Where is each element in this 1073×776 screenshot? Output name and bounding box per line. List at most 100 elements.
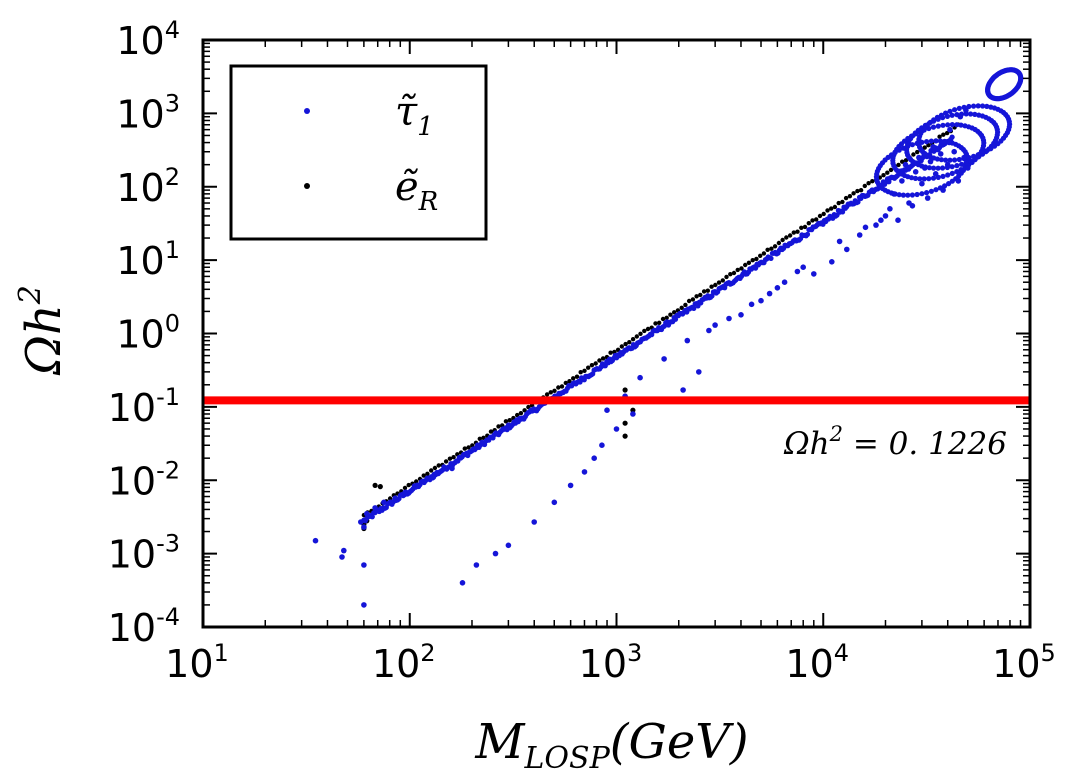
data-point xyxy=(952,157,958,163)
data-point xyxy=(731,270,737,276)
data-point xyxy=(784,235,789,240)
data-point xyxy=(984,103,990,109)
data-point xyxy=(548,390,553,395)
data-point xyxy=(811,271,817,277)
data-point xyxy=(891,191,897,197)
data-point xyxy=(706,327,712,334)
data-point xyxy=(462,446,467,451)
data-point xyxy=(946,181,952,187)
data-point xyxy=(947,157,953,163)
data-point xyxy=(825,208,830,213)
data-point xyxy=(473,562,480,568)
data-point xyxy=(938,157,945,163)
data-point xyxy=(924,195,931,201)
data-point xyxy=(984,148,990,154)
legend-label: ẽR xyxy=(395,164,438,217)
data-point xyxy=(488,429,494,434)
data-point xyxy=(980,143,987,149)
data-point xyxy=(896,192,902,198)
data-point xyxy=(728,272,733,277)
data-point xyxy=(696,369,702,375)
data-point xyxy=(882,213,889,219)
data-point xyxy=(567,482,574,489)
data-point xyxy=(961,154,967,161)
data-point xyxy=(802,224,808,230)
data-point xyxy=(928,188,935,194)
data-point xyxy=(761,251,767,256)
data-point xyxy=(963,107,969,114)
data-point xyxy=(392,495,399,502)
data-point xyxy=(829,206,834,211)
data-point xyxy=(372,505,378,511)
data-point xyxy=(814,217,819,222)
data-point xyxy=(593,361,598,366)
data-point xyxy=(622,433,628,439)
data-point xyxy=(574,374,580,379)
data-point xyxy=(415,483,422,490)
data-point xyxy=(657,320,662,325)
data-point xyxy=(503,419,509,424)
data-point xyxy=(862,183,867,189)
y-tick-label: 101 xyxy=(116,236,180,283)
data-point xyxy=(832,204,838,210)
legend-box xyxy=(229,64,488,241)
data-point xyxy=(895,217,901,223)
data-point xyxy=(449,465,455,472)
data-point xyxy=(956,156,962,163)
data-point xyxy=(567,379,572,384)
data-point xyxy=(944,161,951,168)
x-tick-label: 104 xyxy=(785,639,849,686)
data-point xyxy=(924,190,930,196)
data-point xyxy=(919,191,925,197)
data-point xyxy=(459,580,466,586)
data-point xyxy=(795,229,800,234)
data-point xyxy=(957,113,964,120)
data-point xyxy=(821,211,826,217)
data-point xyxy=(930,175,937,181)
data-point xyxy=(739,266,744,271)
data-point xyxy=(878,217,884,223)
data-point xyxy=(949,134,955,140)
data-point xyxy=(769,246,774,251)
data-point xyxy=(954,169,960,175)
data-point xyxy=(940,165,946,171)
data-point xyxy=(608,350,613,355)
data-point xyxy=(949,170,955,176)
data-point xyxy=(935,123,941,129)
data-point xyxy=(743,262,748,268)
data-point xyxy=(720,278,725,283)
data-point xyxy=(931,165,937,171)
data-point xyxy=(843,195,849,201)
series-tau-1 xyxy=(312,67,1024,608)
data-point xyxy=(698,292,703,298)
x-tick-label: 103 xyxy=(579,639,643,686)
data-point xyxy=(597,358,602,363)
x-tick-label: 101 xyxy=(165,639,229,686)
data-point xyxy=(855,199,861,205)
data-point xyxy=(935,165,941,171)
data-point xyxy=(951,148,957,155)
y-tick-label: 103 xyxy=(116,89,180,136)
data-point xyxy=(364,510,370,517)
data-point xyxy=(429,468,434,473)
data-point xyxy=(664,315,669,320)
data-point xyxy=(556,385,561,390)
data-point xyxy=(926,165,933,171)
data-point xyxy=(921,176,927,182)
data-point xyxy=(906,200,912,206)
data-point xyxy=(582,368,587,373)
data-point xyxy=(917,176,923,182)
data-point xyxy=(829,259,835,265)
data-point xyxy=(436,463,441,468)
data-point xyxy=(613,426,620,432)
data-point xyxy=(840,199,845,205)
data-point xyxy=(945,122,951,128)
data-point xyxy=(956,105,962,111)
data-point xyxy=(780,237,785,243)
data-point xyxy=(911,152,916,157)
data-point xyxy=(645,326,651,332)
data-point xyxy=(377,484,383,490)
data-point xyxy=(962,123,968,129)
data-point xyxy=(905,192,911,198)
data-point xyxy=(947,126,953,133)
